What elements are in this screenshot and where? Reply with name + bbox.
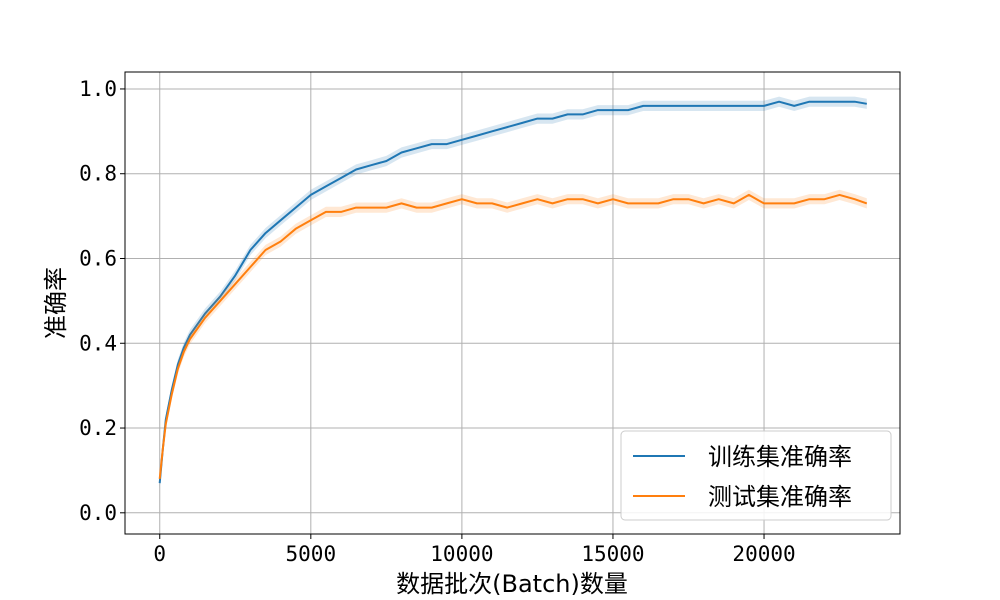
y-tick-label: 0.6 <box>79 246 117 270</box>
x-tick-label: 10000 <box>430 542 493 566</box>
y-tick-label: 0.0 <box>79 501 117 525</box>
y-tick-label: 0.2 <box>79 416 117 440</box>
gridlines <box>125 72 900 534</box>
plot-frame <box>124 71 901 535</box>
legend-label-train: 训练集准确率 <box>708 443 852 471</box>
legend-box <box>620 430 892 521</box>
series-layer <box>158 96 868 489</box>
axis-ticks: 0 5000 10000 15000 20000 0.0 0.2 0.4 0.6 0.8 1.0 <box>79 77 796 566</box>
x-axis-label: 数据批次(Batch)数量 <box>396 570 628 598</box>
series-0-line <box>158 100 867 484</box>
legend-label-test: 测试集准确率 <box>708 483 852 511</box>
x-tick-label: 15000 <box>581 542 644 566</box>
y-tick-label: 1.0 <box>79 77 117 101</box>
legend: 训练集准确率 测试集准确率 <box>620 430 892 521</box>
series-1-line <box>158 193 868 480</box>
x-tick-label: 20000 <box>732 542 795 566</box>
y-axis-label: 准确率 <box>42 267 70 339</box>
y-tick-label: 0.4 <box>79 331 117 355</box>
x-tick-label: 5000 <box>286 542 337 566</box>
y-tick-label: 0.8 <box>79 162 117 186</box>
x-tick-label: 0 <box>153 542 166 566</box>
